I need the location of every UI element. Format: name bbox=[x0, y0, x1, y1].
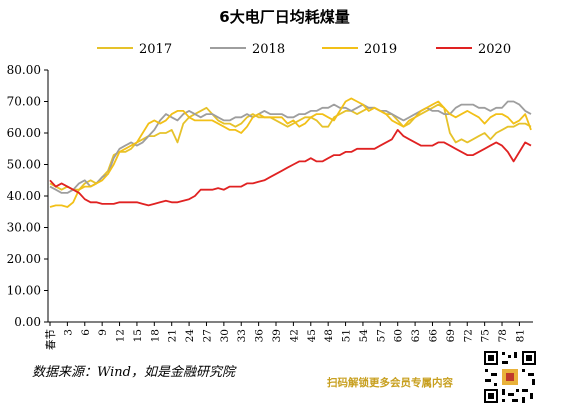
x-tick-label: 33 bbox=[236, 329, 248, 342]
x-tick-label: 42 bbox=[288, 329, 300, 342]
chart-title: 6大电厂日均耗煤量 bbox=[219, 8, 349, 26]
x-tick-label: 6 bbox=[80, 329, 92, 336]
y-tick-label: 10.00 bbox=[7, 284, 41, 298]
x-tick-label: 51 bbox=[341, 329, 353, 342]
y-tick-label: 30.00 bbox=[7, 221, 41, 235]
x-tick-label: 48 bbox=[323, 329, 335, 342]
x-tick-label: 81 bbox=[514, 329, 526, 342]
legend-label-2020: 2020 bbox=[478, 42, 511, 57]
x-tick-label: 57 bbox=[375, 329, 387, 342]
x-tick-label: 66 bbox=[427, 329, 439, 343]
y-tick-label: 0.00 bbox=[14, 315, 41, 329]
x-tick-label: 15 bbox=[132, 329, 144, 342]
x-tick-label: 72 bbox=[462, 329, 474, 342]
x-tick-label: 69 bbox=[445, 329, 457, 342]
y-tick-label: 80.00 bbox=[7, 63, 41, 77]
x-tick-label: 78 bbox=[497, 329, 509, 342]
legend-label-2019: 2019 bbox=[364, 42, 397, 57]
y-tick-label: 50.00 bbox=[7, 158, 41, 172]
x-tick-label: 9 bbox=[97, 329, 109, 336]
data-source-note: 数据来源：Wind，如是金融研究院 bbox=[32, 365, 235, 380]
x-tick-label: 24 bbox=[184, 329, 196, 343]
series-line-2018 bbox=[49, 100, 532, 194]
y-tick-label: 60.00 bbox=[7, 126, 41, 140]
series-line-2020 bbox=[49, 129, 532, 207]
y-tick-label: 40.00 bbox=[7, 189, 41, 203]
x-tick-label: 63 bbox=[410, 329, 422, 342]
y-tick-label: 20.00 bbox=[7, 252, 41, 266]
x-tick-label: 12 bbox=[115, 329, 127, 342]
x-tick-label: 60 bbox=[393, 329, 405, 342]
x-axis: 春节 3 6 9 12 15 18 21 24 27 30 33 36 39 42 45 48 51 54 57 60 6… bbox=[45, 321, 533, 350]
x-tick-label: 30 bbox=[219, 329, 231, 342]
x-tick-label: 39 bbox=[271, 329, 283, 342]
x-tick-label: 54 bbox=[358, 329, 370, 343]
plot-area bbox=[49, 97, 532, 208]
promo-text: 扫码解锁更多会员专属内容 bbox=[327, 377, 453, 389]
qr-code-icon[interactable] bbox=[482, 349, 538, 405]
series-line-2019 bbox=[49, 97, 532, 208]
legend-label-2018: 2018 bbox=[252, 42, 285, 57]
x-tick-label: 21 bbox=[167, 329, 179, 342]
legend: 2017 2018 2019 2020 bbox=[97, 42, 511, 57]
y-axis: 0.00 10.00 20.00 30.00 40.00 50.00 60.00 70.00 8… bbox=[7, 63, 49, 329]
x-tick-label: 27 bbox=[201, 329, 213, 342]
y-tick-label: 70.00 bbox=[7, 95, 41, 109]
series-line-2017 bbox=[49, 103, 532, 191]
legend-label-2017: 2017 bbox=[139, 42, 172, 57]
x-tick-label: 45 bbox=[306, 329, 318, 342]
x-tick-label: 18 bbox=[149, 329, 161, 342]
x-tick-label: 75 bbox=[480, 329, 492, 342]
x-tick-label: 36 bbox=[254, 329, 266, 343]
x-tick-label: 春节 bbox=[45, 329, 57, 350]
x-tick-label: 3 bbox=[62, 329, 74, 336]
